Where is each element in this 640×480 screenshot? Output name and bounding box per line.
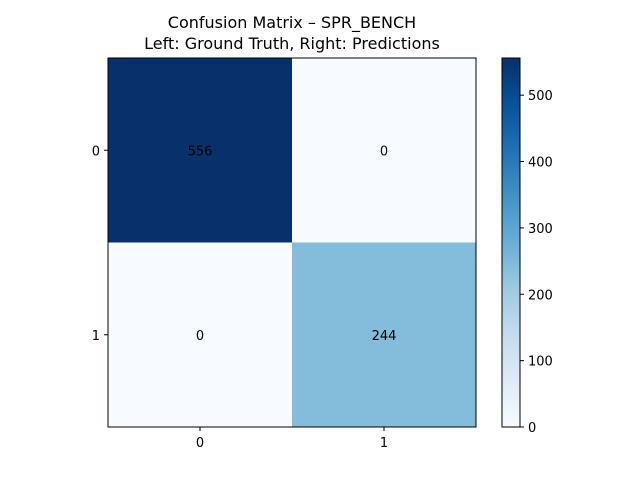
x-tick-label-1: 1 bbox=[380, 436, 388, 451]
x-tick-label-0: 0 bbox=[196, 436, 204, 451]
cell-value-1-0: 0 bbox=[196, 329, 204, 344]
colorbar-tick-label-1: 100 bbox=[528, 355, 553, 370]
colorbar-tick-label-3: 300 bbox=[528, 222, 553, 237]
chart-title: Confusion Matrix – SPR_BENCH bbox=[168, 13, 416, 33]
heatmap-cell-0-0 bbox=[108, 58, 292, 243]
colorbar-tick-label-0: 0 bbox=[528, 421, 536, 436]
colorbar bbox=[501, 57, 521, 428]
heatmap-cell-1-1 bbox=[292, 242, 476, 427]
cell-value-0-1: 0 bbox=[380, 144, 388, 159]
heatmap-cell-0-1 bbox=[292, 58, 476, 243]
cell-value-1-1: 244 bbox=[372, 329, 397, 344]
heatmap-cells bbox=[108, 58, 476, 427]
colorbar-tick-label-4: 400 bbox=[528, 156, 553, 171]
chart-subtitle: Left: Ground Truth, Right: Predictions bbox=[144, 34, 440, 53]
heatmap-cell-1-0 bbox=[108, 242, 292, 427]
colorbar-tick-label-5: 500 bbox=[528, 89, 553, 104]
y-axis-ticks: 01 bbox=[92, 144, 108, 344]
y-tick-label-0: 0 bbox=[92, 144, 100, 159]
colorbar-tick-label-2: 200 bbox=[528, 288, 553, 303]
cell-value-labels: 556 0 0 244 bbox=[188, 144, 397, 344]
y-tick-label-1: 1 bbox=[92, 329, 100, 344]
colorbar-ticks: 0 100 200 300 400 500 bbox=[520, 89, 553, 436]
plot-frame bbox=[107, 57, 477, 428]
cell-value-0-0: 556 bbox=[188, 144, 213, 159]
